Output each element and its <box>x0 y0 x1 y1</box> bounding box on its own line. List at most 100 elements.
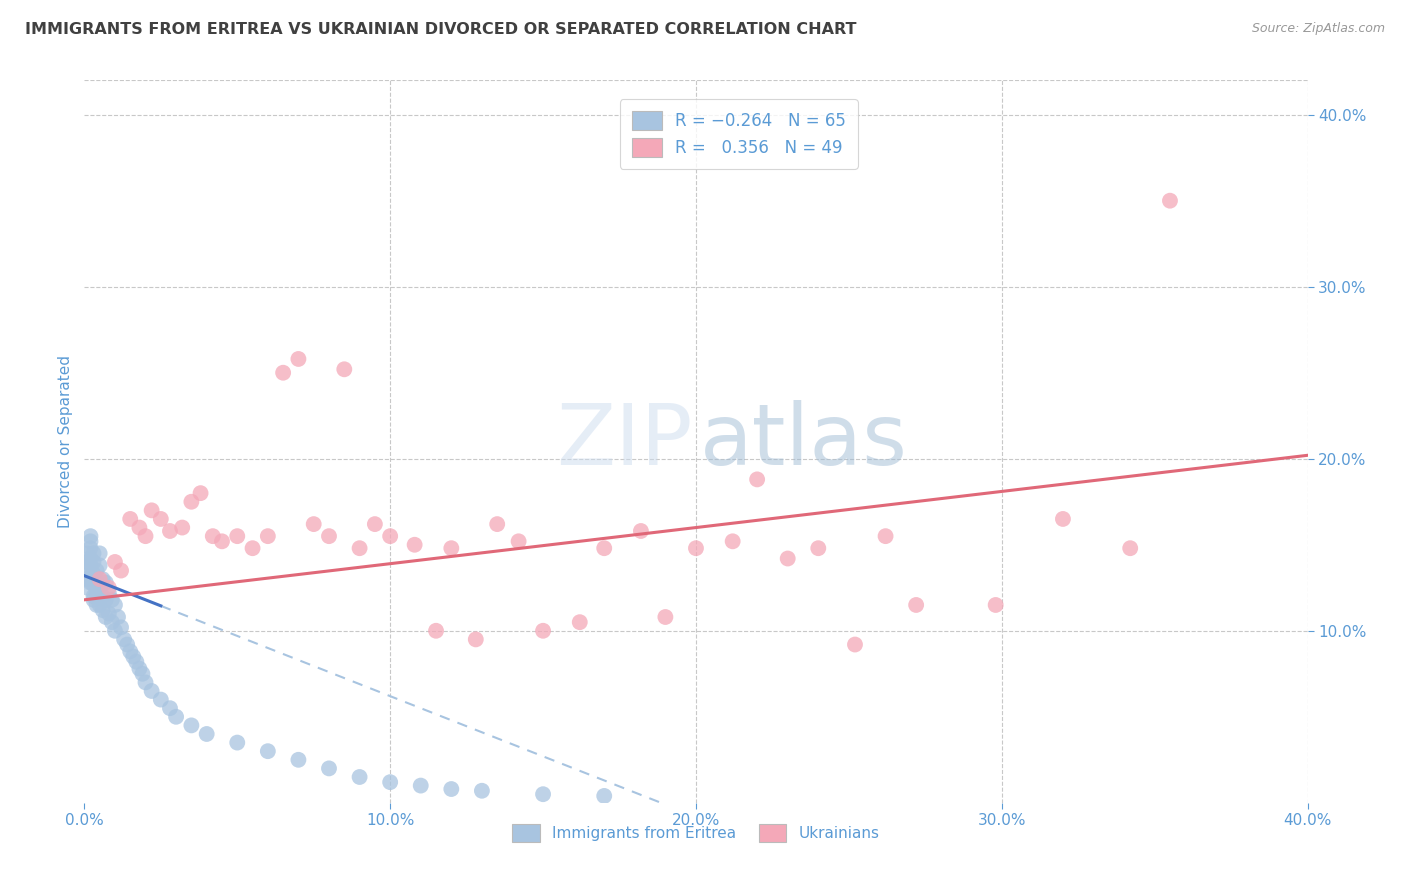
Point <box>79 558 101 573</box>
Point <box>776 551 799 566</box>
Point <box>76 564 98 578</box>
Point <box>91 572 114 586</box>
Point <box>79 534 101 549</box>
Point <box>257 744 280 758</box>
Point <box>364 517 387 532</box>
Point <box>464 632 486 647</box>
Point <box>94 610 117 624</box>
Point <box>86 575 108 590</box>
Point <box>83 590 105 604</box>
Point <box>101 615 124 630</box>
Point <box>349 770 371 784</box>
Point <box>440 541 463 556</box>
Text: atlas: atlas <box>700 400 908 483</box>
Point <box>190 486 212 500</box>
Point <box>86 564 108 578</box>
Point <box>654 610 676 624</box>
Text: IMMIGRANTS FROM ERITREA VS UKRAINIAN DIVORCED OR SEPARATED CORRELATION CHART: IMMIGRANTS FROM ERITREA VS UKRAINIAN DIV… <box>25 22 856 37</box>
Point <box>83 577 105 591</box>
Point <box>125 655 148 669</box>
Point <box>1119 541 1142 556</box>
Point <box>76 555 98 569</box>
Point <box>94 592 117 607</box>
Point <box>86 598 108 612</box>
Point <box>141 503 163 517</box>
Point <box>531 787 554 801</box>
Point <box>349 541 371 556</box>
Point <box>128 520 150 534</box>
Point <box>76 546 98 560</box>
Point <box>76 581 98 595</box>
Point <box>110 620 132 634</box>
Point <box>97 586 120 600</box>
Point <box>120 644 142 658</box>
Point <box>122 649 145 664</box>
Point <box>508 534 530 549</box>
Point <box>110 564 132 578</box>
Point <box>135 529 157 543</box>
Point <box>104 624 127 638</box>
Point <box>115 638 138 652</box>
Point <box>201 529 224 543</box>
Point <box>380 775 402 789</box>
Point <box>89 572 111 586</box>
Point <box>226 529 249 543</box>
Point <box>287 753 309 767</box>
Point <box>79 575 101 590</box>
Point <box>318 761 340 775</box>
Point <box>165 710 187 724</box>
Point <box>101 592 124 607</box>
Point <box>593 789 616 803</box>
Point <box>86 586 108 600</box>
Point <box>984 598 1007 612</box>
Point <box>226 735 249 749</box>
Point <box>79 529 101 543</box>
Point <box>568 615 591 630</box>
Point <box>685 541 707 556</box>
Point <box>630 524 652 538</box>
Point <box>531 624 554 638</box>
Point <box>97 581 120 595</box>
Point <box>180 718 202 732</box>
Point <box>242 541 264 556</box>
Y-axis label: Divorced or Separated: Divorced or Separated <box>58 355 73 528</box>
Point <box>1052 512 1074 526</box>
Point <box>91 603 114 617</box>
Point <box>404 538 426 552</box>
Point <box>94 575 117 590</box>
Point <box>91 590 114 604</box>
Point <box>905 598 928 612</box>
Point <box>97 607 120 621</box>
Point <box>721 534 744 549</box>
Point <box>593 541 616 556</box>
Point <box>89 581 111 595</box>
Point <box>875 529 897 543</box>
Point <box>211 534 233 549</box>
Point <box>120 512 142 526</box>
Point <box>83 555 105 569</box>
Point <box>107 610 129 624</box>
Point <box>76 572 98 586</box>
Point <box>149 512 172 526</box>
Point <box>195 727 218 741</box>
Point <box>79 568 101 582</box>
Point <box>104 555 127 569</box>
Point <box>380 529 402 543</box>
Point <box>89 558 111 573</box>
Point <box>1159 194 1181 208</box>
Point <box>149 692 172 706</box>
Point <box>89 546 111 560</box>
Legend: Immigrants from Eritrea, Ukrainians: Immigrants from Eritrea, Ukrainians <box>505 816 887 849</box>
Point <box>83 592 105 607</box>
Point <box>425 624 447 638</box>
Point <box>333 362 356 376</box>
Point <box>287 351 309 366</box>
Point <box>172 520 194 534</box>
Text: ZIP: ZIP <box>555 400 692 483</box>
Point <box>83 546 105 560</box>
Point <box>409 779 432 793</box>
Point <box>302 517 325 532</box>
Point <box>844 638 866 652</box>
Point <box>79 541 101 556</box>
Text: Source: ZipAtlas.com: Source: ZipAtlas.com <box>1251 22 1385 36</box>
